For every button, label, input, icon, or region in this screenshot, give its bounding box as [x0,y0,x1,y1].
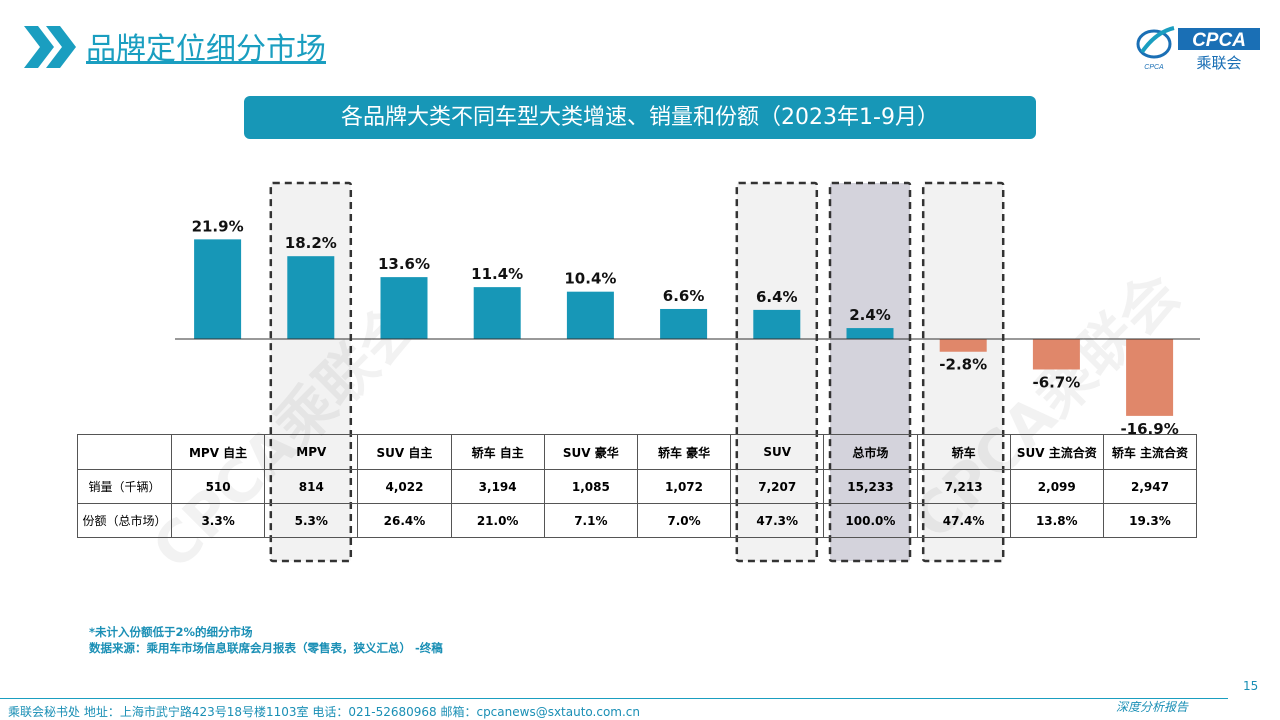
footer-divider [0,698,1228,699]
bar [660,308,708,339]
bar [939,339,987,352]
table-row-label: 份额（总市场） [77,503,172,538]
table-cell: 4,022 [357,469,452,504]
footer-contact: 乘联会秘书处 地址：上海市武宁路423号18号楼1103室 电话：021-526… [8,705,641,719]
table-corner-cell [77,434,172,470]
value-label: -16.9% [1120,420,1178,438]
table-header-cell: 轿车 豪华 [636,434,732,470]
table-header-cell: MPV 自主 [170,434,266,470]
table-cell: 5.3% [264,503,359,538]
table-cell: 1,085 [543,469,638,504]
table-cell: 510 [170,469,266,504]
table-cell: 2,099 [1009,469,1104,504]
bar [194,239,242,339]
table-cell: 15,233 [823,469,918,504]
table-cell: 47.3% [730,503,825,538]
table-row: 销量（千辆） 510 814 4,022 3,194 1,085 1,072 7,207 15,… [77,469,1198,504]
value-label: -2.8% [939,356,987,374]
table-cell: 7,207 [730,469,825,504]
table-cell: 3.3% [170,503,266,538]
value-label: 18.2% [285,234,337,252]
chart-title: 各品牌大类不同车型大类增速、销量和份额（2023年1-9月） [244,96,1036,139]
table-cell: 7.1% [543,503,638,538]
logo-cn-text: 乘联会 [1196,54,1241,72]
value-label: 6.6% [663,287,705,305]
value-label: 6.4% [756,288,798,306]
value-label: 11.4% [471,265,523,283]
footnote-line-1: *未计入份额低于2%的细分市场 [89,625,253,639]
table-header-row: MPV 自主 MPV SUV 自主 轿车 自主 SUV 豪华 轿车 豪华 SUV 总市场 轿车 S… [77,434,1198,470]
table-header-cell: SUV 自主 [357,434,452,470]
page-number: 15 [1243,679,1259,693]
table-cell: 3,194 [450,469,545,504]
bar [1032,339,1080,370]
logo-small-text: CPCA [1144,64,1164,71]
table-cell: 19.3% [1102,503,1198,538]
bar [473,287,521,339]
cpca-logo: CPCA 乘联会 CPCA [1136,26,1260,72]
value-labels: 21.9% 18.2% 13.6% 11.4% 10.4% 6.6% 6.4% 2.4% -2.… [192,217,1179,438]
table-cell: 7.0% [636,503,732,538]
table-header-cell: SUV 豪华 [543,434,638,470]
value-label: 10.4% [564,270,616,288]
report-tag: 深度分析报告 [1116,700,1189,714]
footnote: *未计入份额低于2%的细分市场 数据来源：乘用车市场信息联席会月报表（零售表，狭… [89,624,443,656]
table-header-cell: 轿车 主流合资 [1102,434,1198,470]
table-header-cell: SUV 主流合资 [1009,434,1104,470]
table-cell: 814 [264,469,359,504]
bar [287,256,335,339]
table-row: 份额（总市场） 3.3% 5.3% 26.4% 21.0% 7.1% 7.0% 47.3% 10… [77,503,1198,538]
table-cell: 26.4% [357,503,452,538]
bar [1126,339,1174,416]
table-header-cell: 轿车 自主 [450,434,545,470]
table-cell: 2,947 [1102,469,1198,504]
page-title: 品牌定位细分市场 [86,32,326,67]
double-chevron-icon [24,26,76,68]
table-row-label: 销量（千辆） [77,469,172,504]
value-label: 2.4% [849,306,891,324]
table-cell: 100.0% [823,503,918,538]
bar [380,277,428,339]
value-label: 21.9% [192,217,244,235]
table-header-cell: MPV [264,434,359,470]
table-cell: 21.0% [450,503,545,538]
logo-brand-text: CPCA [1192,30,1246,51]
value-label: -6.7% [1032,373,1080,391]
table-header-cell: 总市场 [823,434,918,470]
table-header-cell: 轿车 [916,434,1011,470]
table-cell: 47.4% [916,503,1011,538]
bar [753,309,801,339]
bar [846,328,894,339]
data-table: MPV 自主 MPV SUV 自主 轿车 自主 SUV 豪华 轿车 豪华 SUV 总市场 轿车 S… [77,434,1198,538]
bars [194,239,1174,416]
value-label: 13.6% [378,255,430,273]
table-header-cell: SUV [730,434,825,470]
table-cell: 13.8% [1009,503,1104,538]
table-cell: 7,213 [916,469,1011,504]
bar [566,291,614,339]
footnote-line-2: 数据来源：乘用车市场信息联席会月报表（零售表，狭义汇总） -终稿 [89,641,443,655]
table-cell: 1,072 [636,469,732,504]
